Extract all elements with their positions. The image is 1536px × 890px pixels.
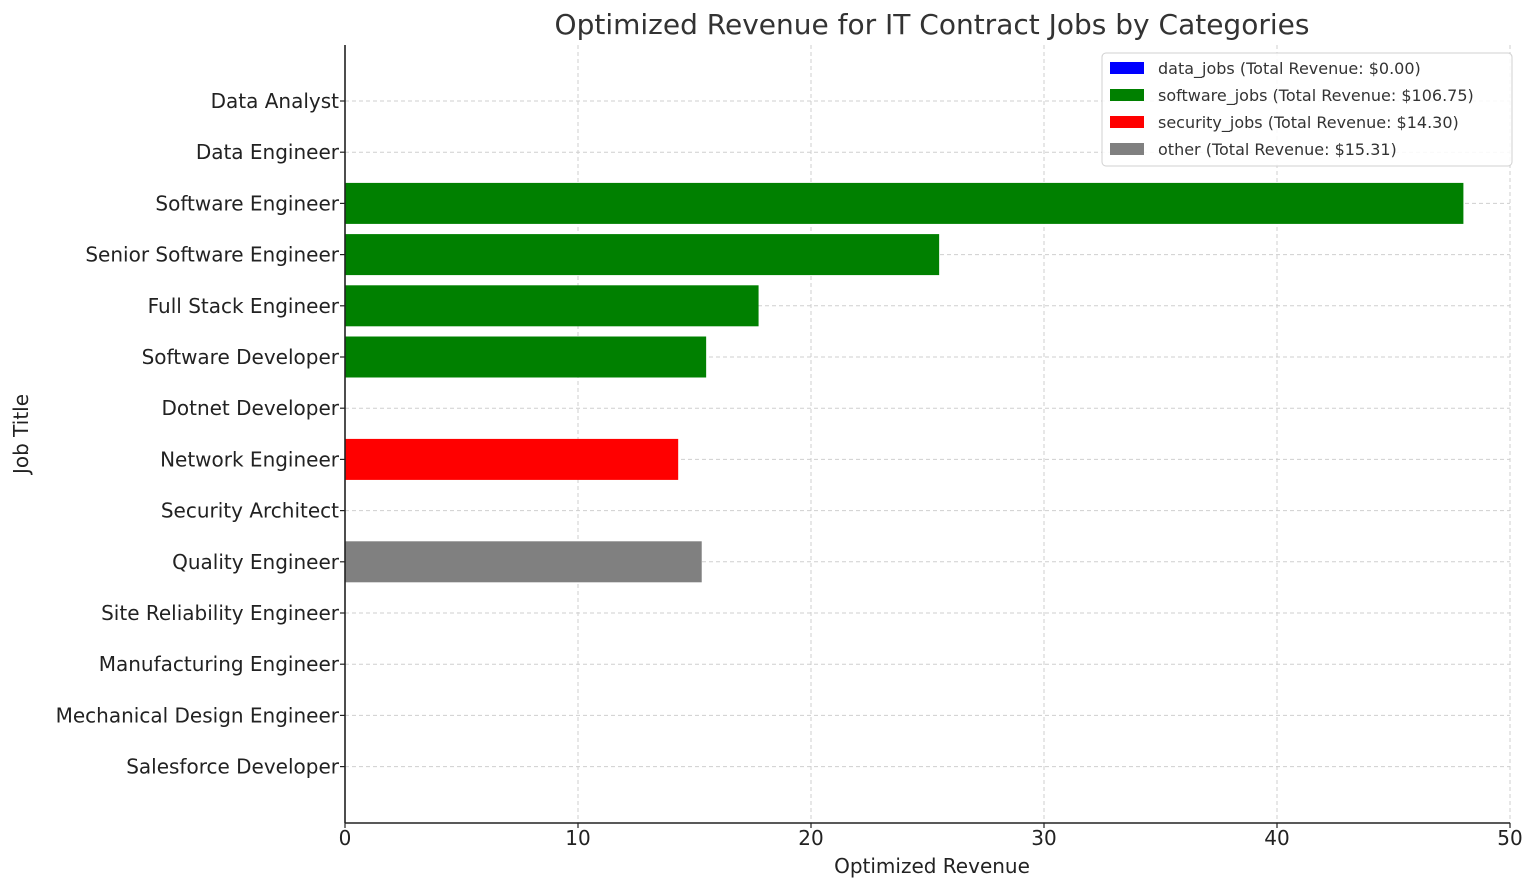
y-tick-label-1: Data Engineer [196, 140, 340, 164]
legend-label-security-jobs: security_jobs (Total Revenue: $14.30) [1158, 113, 1459, 133]
y-tick-label-6: Dotnet Developer [161, 396, 339, 420]
x-tick-label-1: 10 [565, 826, 590, 850]
x-tick-label-0: 0 [339, 826, 352, 850]
y-tick-label-11: Manufacturing Engineer [99, 652, 340, 676]
x-axis-label: Optimized Revenue [834, 854, 1030, 878]
bar-quality-engineer [345, 541, 702, 583]
y-tick-label-10: Site Reliability Engineer [101, 601, 340, 625]
y-tick-label-12: Mechanical Design Engineer [56, 703, 340, 727]
y-tick-label-0: Data Analyst [211, 89, 340, 113]
x-tick-label-4: 40 [1264, 826, 1289, 850]
legend-label-other: other (Total Revenue: $15.31) [1158, 140, 1397, 159]
bar-full-stack-engineer [345, 285, 759, 327]
legend-label-data-jobs: data_jobs (Total Revenue: $0.00) [1158, 59, 1421, 79]
y-tick-label-9: Quality Engineer [172, 550, 340, 574]
x-tick-label-3: 30 [1031, 826, 1056, 850]
y-tick-label-2: Software Engineer [155, 191, 339, 215]
y-tick-label-13: Salesforce Developer [126, 755, 340, 779]
chart-title: Optimized Revenue for IT Contract Jobs b… [555, 8, 1310, 41]
bar-software-engineer [345, 182, 1464, 224]
legend-swatch-software-jobs [1110, 89, 1144, 101]
y-tick-label-7: Network Engineer [160, 447, 340, 471]
y-tick-label-8: Security Architect [161, 499, 339, 523]
legend: data_jobs (Total Revenue: $0.00) software… [1101, 52, 1513, 167]
y-tick-label-3: Senior Software Engineer [85, 243, 339, 267]
x-tick-labels: 0 10 20 30 40 50 [339, 823, 1523, 850]
legend-swatch-data-jobs [1110, 62, 1144, 74]
y-axis-label: Job Title [9, 394, 33, 476]
y-tick-labels: Data Analyst Data Engineer Software Engine… [56, 89, 345, 779]
legend-swatch-other [1110, 143, 1144, 155]
bar-network-engineer [345, 438, 679, 480]
legend-label-software-jobs: software_jobs (Total Revenue: $106.75) [1158, 86, 1474, 106]
bars [345, 182, 1464, 583]
y-tick-label-5: Software Developer [142, 345, 340, 369]
x-tick-label-5: 50 [1497, 826, 1522, 850]
bar-senior-software-engineer [345, 234, 940, 276]
legend-frame [1101, 52, 1513, 167]
legend-swatch-security-jobs [1110, 116, 1144, 128]
bar-software-developer [345, 336, 707, 378]
y-tick-label-4: Full Stack Engineer [148, 294, 340, 318]
x-tick-label-2: 20 [798, 826, 823, 850]
